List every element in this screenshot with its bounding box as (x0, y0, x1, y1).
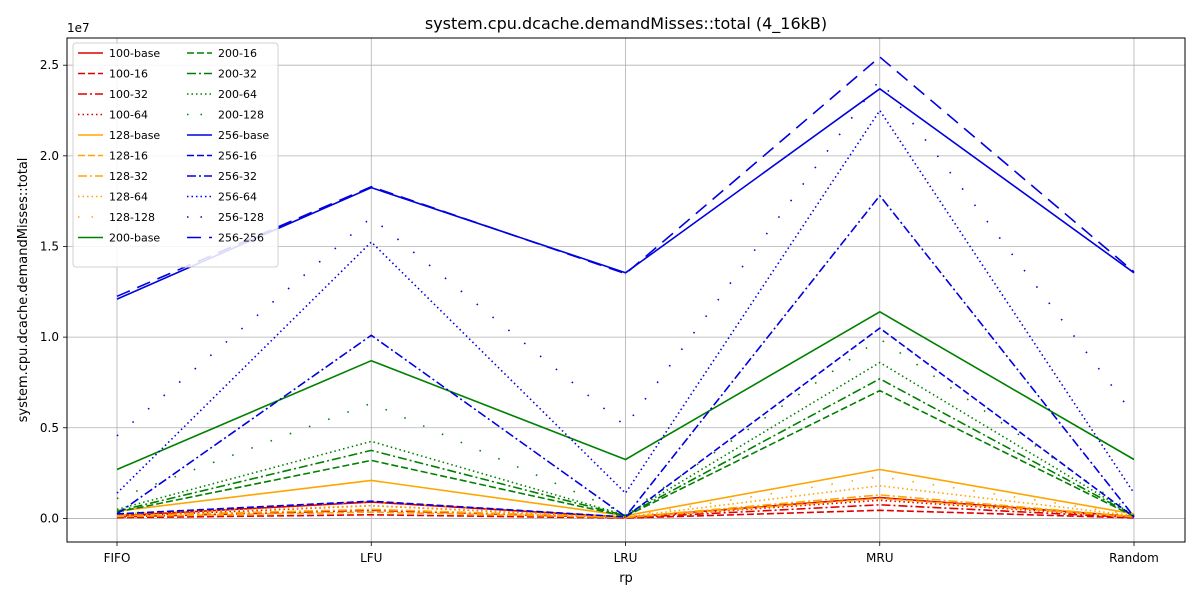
series-line-256-base (116, 88, 1135, 300)
x-tick-label: FIFO (104, 551, 131, 565)
series-line-256-16 (116, 327, 1135, 518)
legend-entry-label: 256-base (218, 129, 269, 142)
legend: 100-base 100-16 100-32 100-64 128-base 128-16… (72, 42, 279, 268)
legend-entry-label: 128-32 (109, 170, 148, 183)
legend-entry-label: 256-128 (218, 211, 264, 224)
chart-title: system.cpu.dcache.demandMisses::total (4… (425, 14, 827, 34)
y-tick-label: 1.0 (40, 330, 59, 344)
x-axis: FIFO LFU LRU MRU Random (104, 542, 1159, 565)
x-axis-label: rp (619, 571, 633, 586)
legend-entry-label: 100-64 (109, 109, 148, 122)
legend-entry-label: 128-64 (109, 191, 148, 204)
y-tick-label: 2.5 (40, 58, 59, 72)
legend-entry-label: 200-base (109, 232, 160, 245)
series-line-256-256 (116, 56, 1135, 298)
series-line-200-16 (116, 389, 1135, 518)
legend-box (72, 42, 279, 268)
legend-entry-label: 128-base (109, 129, 160, 142)
legend-entry-label: 100-base (109, 47, 160, 60)
series-line-200-base (116, 310, 1135, 471)
plot-frame (66, 37, 1186, 543)
y-tick-label: 0.5 (40, 421, 59, 435)
legend-entry-label: 256-32 (218, 170, 257, 183)
legend-entry-label: 200-128 (218, 109, 264, 122)
y-tick-label: 1.5 (40, 239, 59, 253)
x-tick-label: LFU (360, 551, 382, 565)
legend-entry-label: 256-16 (218, 150, 257, 163)
series-line-128-64 (116, 484, 1135, 518)
legend-entry-label: 200-32 (218, 68, 257, 81)
y-axis: 0.0 0.5 1.0 1.5 2.0 2.5 (40, 58, 67, 525)
y-tick-label: 2.0 (40, 149, 59, 163)
legend-entry-label: 200-16 (218, 47, 257, 60)
legend-entry-label: 256-256 (218, 232, 264, 245)
legend-entry-label: 256-64 (218, 191, 257, 204)
y-tick-label: 0.0 (40, 511, 59, 525)
legend-entry-label: 100-16 (109, 68, 148, 81)
y-axis-label: system.cpu.dcache.demandMisses::total (16, 158, 31, 423)
x-tick-label: LRU (614, 551, 638, 565)
legend-entry-label: 200-64 (218, 88, 257, 101)
x-tick-label: MRU (866, 551, 893, 565)
legend-entry-label: 128-16 (109, 150, 148, 163)
legend-entry-label: 100-32 (109, 88, 148, 101)
x-tick-label: Random (1109, 551, 1159, 565)
series-layer (116, 56, 1135, 519)
series-line-200-64 (116, 361, 1135, 517)
legend-entry-label: 128-128 (109, 211, 155, 224)
series-line-256-32 (116, 194, 1135, 518)
y-offset-label: 1e7 (67, 21, 90, 35)
